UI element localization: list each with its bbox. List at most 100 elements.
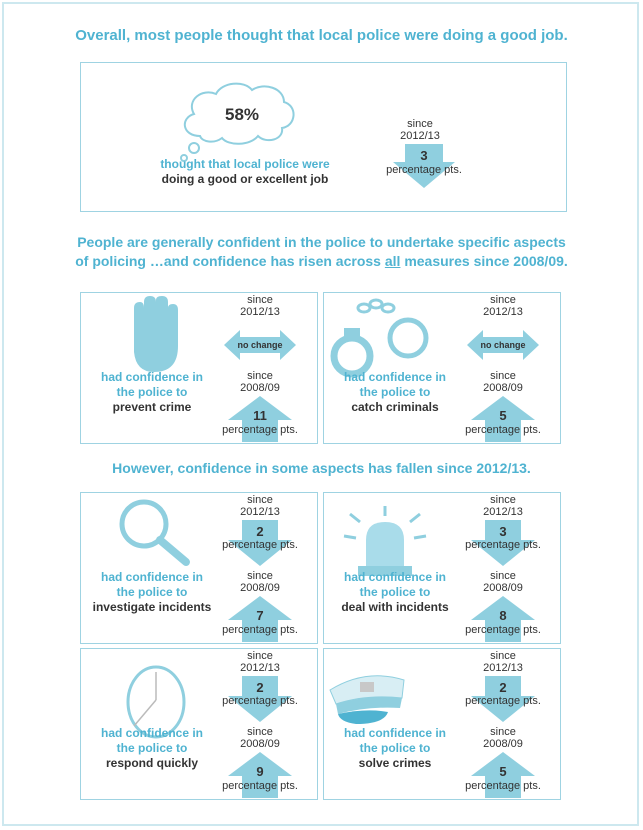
card-caption-line: had confidence in [343,370,446,384]
heading-confidence-all: all [384,253,401,269]
change-value-2008-09: 8 [499,608,507,623]
handcuffs-icon [330,298,429,378]
both-arrow-icon [224,330,296,360]
unit-label: percentage pts. [222,539,298,551]
card-caption: had confidence in the police to prevent cr… [82,370,222,415]
card-box [80,292,318,444]
unit-label: percentage pts. [222,695,298,707]
overall-percent: 58% [224,105,260,124]
since-label: since [490,726,516,738]
down-arrow-icon [471,676,535,722]
since-label: since [490,494,516,506]
change-value-2012-13: 2 [256,524,264,539]
unit-label: percentage pts. [222,424,298,436]
since-label: since [247,294,273,306]
up-arrow-icon [471,752,535,798]
down-arrow-icon [228,520,292,566]
card-caption: had confidence in the police to investigat… [82,570,222,615]
card-caption-line: had confidence in [100,726,203,740]
card-action: investigate incidents [92,600,212,614]
period-label-2012-13: 2012/13 [240,662,280,674]
card-caption-line: the police to [116,585,188,599]
heading-confidence: People are generally confident in the po… [0,233,643,271]
card-caption-line: the police to [359,585,431,599]
both-arrow-icon [467,330,539,360]
thought-bubble-icon [180,82,295,162]
overall-box [80,62,567,212]
since-label: since [247,570,273,582]
overall-caption: thought that local police were doing a g… [130,157,360,187]
card-action: solve crimes [358,756,432,770]
heading-overall: Overall, most people thought that local … [75,27,568,44]
since-label: since [247,370,273,382]
card-box [80,492,318,644]
unit-label: percentage pts. [465,695,541,707]
heading-confidence-line2: of policing …and confidence has risen ac… [0,252,643,271]
card-box [323,292,561,444]
hand-icon [134,296,178,372]
up-arrow-icon [471,596,535,642]
change-value-2012-13: 2 [499,680,507,695]
period-label-2008-09: 2008/09 [240,382,280,394]
unit-label: percentage pts. [465,539,541,551]
period-label-2008-09: 2008/09 [240,582,280,594]
period-label-2008-09: 2008/09 [483,582,523,594]
change-value-2008-09: 11 [253,408,267,423]
up-arrow-icon [228,396,292,442]
period-label-2008-09: 2008/09 [240,738,280,750]
unit-label: percentage pts. [465,780,541,792]
up-arrow-icon [228,596,292,642]
since-label: since [247,650,273,662]
down-arrow-icon [471,520,535,566]
down-arrow-icon [228,676,292,722]
change-value-2008-09: 5 [499,764,507,779]
since-label: since [247,494,273,506]
card-caption-line: had confidence in [343,570,446,584]
up-arrow-icon [471,396,535,442]
card-box [80,648,318,800]
heading-confidence-post: measures since 2008/09. [400,253,568,269]
card-caption: had confidence in the police to deal with … [325,570,465,615]
card-action: respond quickly [105,756,199,770]
down-arrow-icon [393,144,455,188]
police-cap-icon [329,675,405,724]
up-arrow-icon [228,752,292,798]
unit-label: percentage pts. [222,624,298,636]
unit-label: percentage pts. [222,780,298,792]
change-value-2012-13: 3 [499,524,507,539]
since-label: since [247,726,273,738]
clock-icon [126,665,186,739]
unit-label: percentage pts. [465,624,541,636]
change-value-2008-09: 5 [499,408,507,423]
change-value-2008-09: 7 [256,608,264,623]
card-box [323,648,561,800]
overall-since: since [407,118,433,130]
card-caption-line: the police to [116,385,188,399]
period-label-2012-13: 2012/13 [483,506,523,518]
period-label-2012-13: 2012/13 [240,506,280,518]
siren-icon [343,506,427,576]
card-caption-line: the police to [116,741,188,755]
period-label-2012-13: 2012/13 [483,306,523,318]
card-action: prevent crime [112,400,192,414]
card-caption: had confidence in the police to solve crim… [325,726,465,771]
period-label-2012-13: 2012/13 [240,306,280,318]
since-label: since [490,570,516,582]
no-change-label: no change [480,340,526,350]
change-value-2012-13: 2 [256,680,264,695]
card-caption-line: the police to [359,385,431,399]
magnifier-icon [119,499,190,566]
change-value-2008-09: 9 [256,764,264,779]
heading-fallen: However, confidence in some aspects has … [112,460,531,476]
overall-change: 3 [420,148,428,163]
overall-period: 2012/13 [400,130,440,142]
card-caption-line: had confidence in [100,570,203,584]
card-caption-line: the police to [359,741,431,755]
unit-label: percentage pts. [465,424,541,436]
no-change-label: no change [237,340,283,350]
overall-unit: percentage pts. [386,164,462,176]
overall-caption-line2: doing a good or excellent job [161,172,329,186]
card-box [323,492,561,644]
period-label-2008-09: 2008/09 [483,382,523,394]
